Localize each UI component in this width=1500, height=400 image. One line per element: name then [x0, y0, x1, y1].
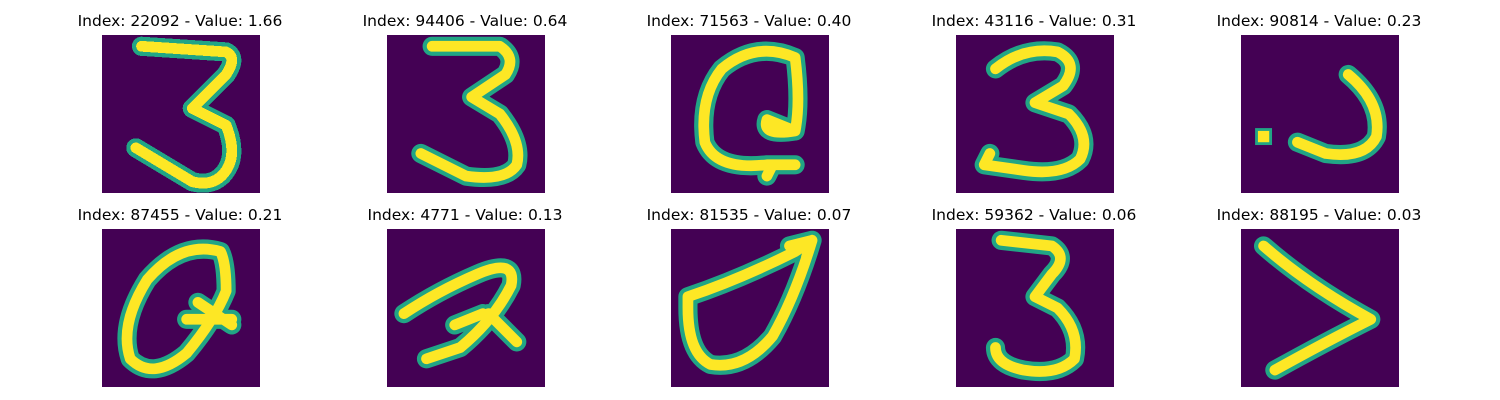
panel-6: Index: 87455 - Value: 0.21	[60, 204, 300, 394]
panel-title: Index: 87455 - Value: 0.21	[77, 206, 283, 224]
panel-5: Index: 90814 - Value: 0.23	[1199, 10, 1439, 200]
panel-1: Index: 22092 - Value: 1.66	[60, 10, 300, 200]
digit-image	[1241, 229, 1399, 387]
digit-image	[956, 229, 1114, 387]
panel-2: Index: 94406 - Value: 0.64	[345, 10, 585, 200]
digit-image	[671, 229, 829, 387]
digit-image	[102, 35, 260, 193]
panel-10: Index: 88195 - Value: 0.03	[1199, 204, 1439, 394]
panel-9: Index: 59362 - Value: 0.06	[914, 204, 1154, 394]
digit-image	[1241, 35, 1399, 193]
panel-title: Index: 22092 - Value: 1.66	[77, 12, 283, 30]
panel-8: Index: 81535 - Value: 0.07	[629, 204, 869, 394]
panel-4: Index: 43116 - Value: 0.31	[914, 10, 1154, 200]
panel-7: Index: 4771 - Value: 0.13	[345, 204, 585, 394]
panel-title: Index: 81535 - Value: 0.07	[646, 206, 852, 224]
panel-title: Index: 59362 - Value: 0.06	[931, 206, 1137, 224]
digit-image	[387, 35, 545, 193]
panel-title: Index: 88195 - Value: 0.03	[1216, 206, 1422, 224]
digit-image	[102, 229, 260, 387]
digit-image	[956, 35, 1114, 193]
digit-image	[671, 35, 829, 193]
panel-title: Index: 4771 - Value: 0.13	[367, 206, 563, 224]
panel-title: Index: 94406 - Value: 0.64	[362, 12, 568, 30]
panel-3: Index: 71563 - Value: 0.40	[629, 10, 869, 200]
panel-title: Index: 90814 - Value: 0.23	[1216, 12, 1422, 30]
panel-title: Index: 43116 - Value: 0.31	[931, 12, 1137, 30]
panel-title: Index: 71563 - Value: 0.40	[646, 12, 852, 30]
digit-image	[387, 229, 545, 387]
